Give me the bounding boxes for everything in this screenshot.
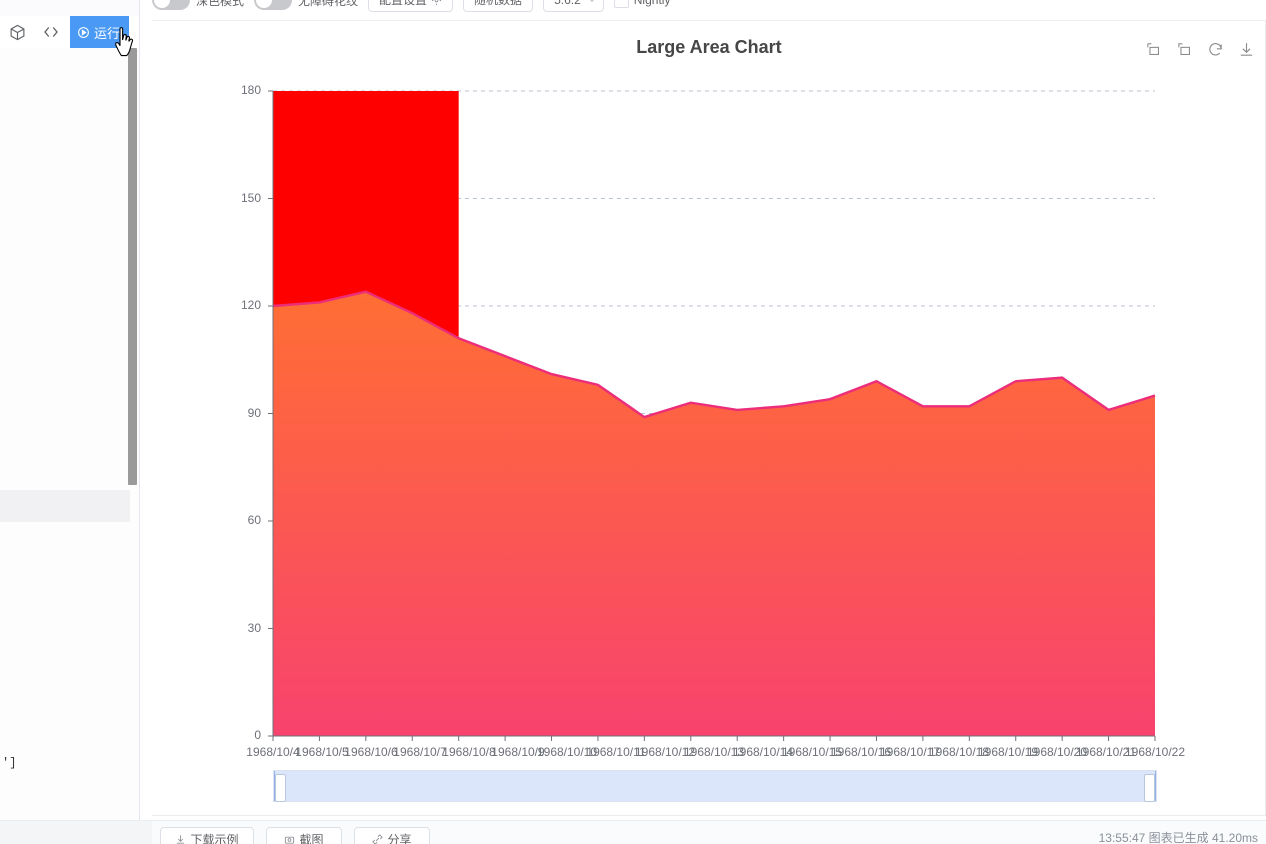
share-button[interactable]: 分享 — [354, 827, 430, 844]
chart-title: Large Area Chart — [636, 37, 782, 57]
x-axis-tick-label: 1968/10/17 — [879, 745, 941, 759]
nightly-label: Nightly — [633, 0, 671, 7]
code-icon[interactable] — [34, 16, 68, 48]
datazoom-selection[interactable] — [274, 771, 1156, 801]
y-axis-tick-label: 30 — [247, 620, 261, 635]
chevron-down-icon — [587, 0, 596, 2]
x-axis-tick-label: 1968/10/19 — [977, 745, 1039, 759]
y-axis-tick-label: 150 — [240, 190, 261, 205]
y-axis-tick-label: 90 — [247, 405, 261, 420]
x-axis-tick-label: 1968/10/21 — [1075, 745, 1137, 759]
x-axis-tick-label: 1968/10/18 — [928, 745, 990, 759]
screenshot-button[interactable]: 截图 — [266, 827, 342, 844]
x-axis-tick-label: 1968/10/8 — [442, 745, 496, 759]
bottom-bar-left-pad — [0, 820, 152, 844]
code-editor[interactable]: '] — [0, 48, 139, 844]
chart-toolbox — [1145, 41, 1255, 58]
datazoom-handle-right[interactable] — [1144, 774, 1155, 802]
datazoom-slider[interactable] — [273, 770, 1157, 802]
bottom-bar: 下载示例 截图 分享 13:55:47 图表已生成 41.20ms — [152, 820, 1266, 844]
random-data-label: 随机数据 — [474, 0, 523, 7]
link-icon — [372, 833, 384, 844]
series-area — [273, 291, 1155, 736]
checkbox-box[interactable] — [613, 0, 629, 8]
version-select-value: 5.6.2 — [554, 0, 581, 7]
axes — [268, 90, 1156, 741]
random-data-button[interactable]: 随机数据 — [463, 0, 534, 12]
x-axis-tick-label: 1968/10/9 — [491, 745, 545, 759]
x-axis-tick-label: 1968/10/22 — [1124, 745, 1186, 759]
editor-panel: 运行 '] — [0, 0, 140, 844]
save-image-icon[interactable] — [1238, 41, 1255, 58]
dark-mode-label: 深色模式 — [196, 0, 245, 8]
dark-mode-switch[interactable]: 深色模式 — [152, 0, 244, 10]
config-settings-button[interactable]: 配置设置 — [368, 0, 454, 12]
camera-icon — [285, 836, 295, 844]
playground-toolbar: 深色模式 无障碍花纹 配置设置 随机数据 5.6.2 Nightly — [140, 0, 1266, 20]
x-axis-tick-label: 1968/10/7 — [393, 745, 447, 759]
gear-icon — [431, 0, 442, 5]
datazoom-handle-left[interactable] — [275, 774, 286, 802]
download-example-button[interactable]: 下载示例 — [160, 827, 254, 844]
preview-cube-icon[interactable] — [0, 16, 34, 48]
series-line — [272, 290, 1156, 419]
x-axis-tick-label: 1968/10/4 — [246, 745, 300, 759]
x-axis-tick-label: 1968/10/14 — [732, 745, 794, 759]
dark-mode-toggle[interactable] — [152, 0, 190, 10]
x-axis-tick-label: 1968/10/20 — [1026, 745, 1088, 759]
x-axis-tick-label: 1968/10/13 — [683, 745, 745, 759]
x-axis-tick-label: 1968/10/12 — [634, 745, 696, 759]
restore-icon[interactable] — [1207, 41, 1224, 58]
nightly-checkbox[interactable]: Nightly — [613, 0, 671, 8]
x-axis-tick-label: 1968/10/11 — [586, 745, 646, 759]
x-axis-tick-label: 1968/10/6 — [344, 745, 398, 759]
code-fragment: '] — [2, 756, 17, 770]
editor-scrollbar[interactable] — [128, 48, 137, 485]
y-axis-tick-label: 0 — [254, 728, 261, 742]
x-axis-tick-label: 1968/10/10 — [536, 745, 598, 759]
config-settings-label: 配置设置 — [379, 0, 428, 7]
download-icon — [177, 834, 185, 844]
download-example-label: 下载示例 — [190, 832, 239, 844]
data-zoom-reset-icon[interactable] — [1176, 41, 1193, 58]
y-axis-tick-label: 180 — [240, 83, 261, 97]
version-select[interactable]: 5.6.2 — [543, 0, 604, 12]
y-axis-tick-label: 120 — [240, 298, 261, 312]
x-axis-tick-label: 1968/10/15 — [781, 745, 843, 759]
share-label: 分享 — [387, 832, 412, 844]
accessibility-toggle[interactable] — [254, 0, 293, 10]
screenshot-label: 截图 — [299, 832, 324, 844]
x-axis-tick-label: 1968/10/16 — [830, 745, 892, 759]
editor-autocomplete-block — [0, 490, 130, 522]
run-button-label: 运行 — [94, 25, 121, 41]
y-axis-tick-label: 60 — [247, 513, 261, 527]
status-text: 13:55:47 图表已生成 41.20ms — [1098, 831, 1258, 844]
data-zoom-icon[interactable] — [1145, 41, 1162, 58]
accessibility-label: 无障碍花纹 — [298, 0, 359, 8]
x-axis-tick-label: 1968/10/5 — [295, 745, 349, 759]
accessibility-pattern-switch[interactable]: 无障碍花纹 — [254, 0, 358, 10]
